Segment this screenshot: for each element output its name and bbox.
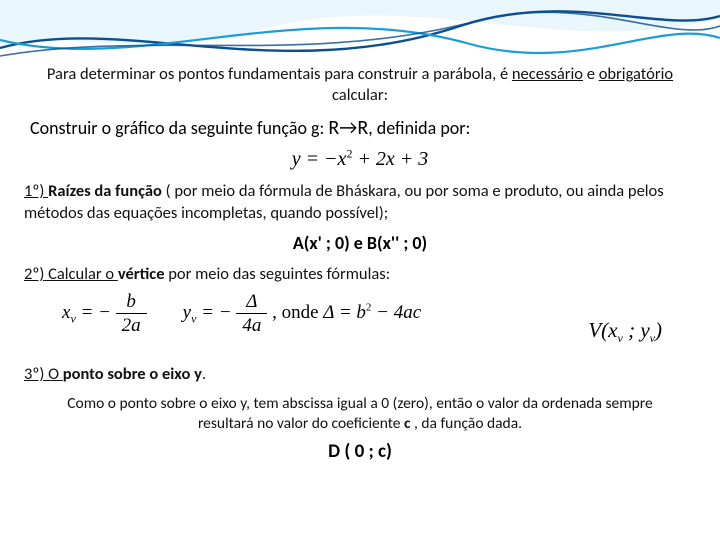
step-1: 1º) Raízes da função ( por meio da fórmu… [24, 181, 696, 225]
intro-text: Para determinar os pontos fundamentais p… [22, 64, 698, 106]
task-line: Construir o gráfico da seguinte função g… [30, 116, 698, 140]
final-explanation: Como o ponto sobre o eixo y, tem absciss… [52, 394, 668, 434]
vertex-point: V(xv ; yv) [588, 318, 662, 346]
roots-points: A(x' ; 0) e B(x'' ; 0) [22, 232, 698, 254]
step-2: 2º) Calcular o vértice por meio das segu… [24, 264, 696, 286]
y-intercept-point: D ( 0 ; c) [22, 440, 698, 463]
step-3: 3º) O ponto sobre o eixo y. [24, 364, 696, 386]
equation: y = −x2 + 2x + 3 [22, 146, 698, 171]
